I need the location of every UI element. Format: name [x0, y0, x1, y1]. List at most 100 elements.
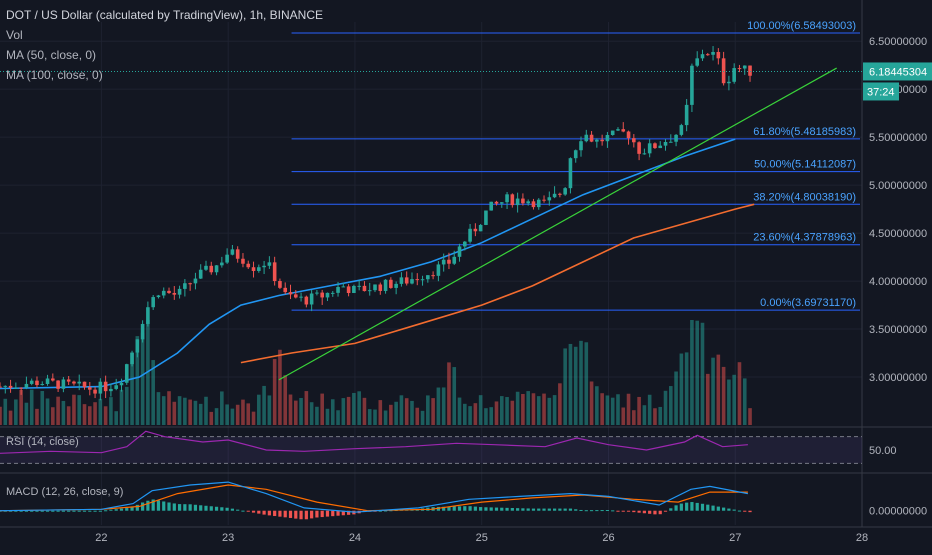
volume-bar: [82, 404, 87, 425]
volume-bar: [98, 398, 103, 425]
time-tick-label: 24: [349, 532, 361, 544]
macd-histogram-bar: [537, 508, 541, 511]
candle-body: [705, 54, 710, 56]
candle-body: [716, 51, 721, 59]
candle-body: [521, 198, 525, 204]
candle-body: [463, 241, 467, 247]
rsi-pane[interactable]: RSI (14, close) 50.00: [0, 430, 897, 464]
candle-body: [637, 142, 641, 154]
volume-bar: [103, 406, 108, 425]
candle-body: [616, 129, 620, 131]
macd-histogram-bar: [294, 510, 298, 519]
macd-histogram-bar: [626, 510, 631, 512]
volume-bar: [24, 402, 29, 425]
candle-body: [225, 254, 229, 263]
candle-body: [674, 134, 678, 142]
macd-histogram-bar: [98, 510, 102, 512]
macd-histogram-bar: [479, 507, 483, 511]
candle-body: [82, 381, 87, 388]
volume-bar: [214, 408, 219, 425]
volume-bar: [304, 391, 309, 425]
volume-bar: [690, 320, 694, 425]
macd-histogram-bar: [521, 508, 525, 511]
candle-body: [389, 279, 393, 288]
volume-bar: [716, 354, 721, 425]
volume-bar: [193, 400, 198, 425]
volume-bar: [663, 390, 668, 425]
volume-bar: [499, 396, 504, 425]
price-tick-label: 3.50000000: [869, 324, 927, 336]
candle-body: [336, 287, 340, 293]
candlesticks: [0, 46, 752, 401]
candle-body: [161, 290, 166, 296]
candle-body: [494, 201, 499, 204]
trendline[interactable]: [278, 67, 837, 381]
candle-body: [72, 381, 76, 384]
macd-histogram-bar: [674, 505, 678, 511]
volume-bar: [536, 396, 541, 425]
candle-body: [404, 277, 409, 284]
volume-bar: [362, 397, 367, 425]
macd-histogram-bar: [77, 510, 81, 512]
macd-histogram-bar: [156, 500, 161, 511]
candle-body: [600, 139, 604, 142]
macd-histogram-bar: [288, 510, 293, 518]
macd-histogram-bar: [320, 510, 324, 518]
fib-retracement[interactable]: 100.00%(6.58493003) 61.80%(5.48185983) 50.…: [291, 20, 860, 311]
macd-histogram-bar: [331, 510, 335, 517]
volume-bar: [616, 394, 620, 425]
volume-bar: [705, 373, 710, 425]
volume-bar: [357, 391, 361, 425]
macd-label: MACD (12, 26, close, 9): [6, 486, 123, 498]
candle-body: [278, 281, 282, 288]
volume-bar: [700, 322, 705, 425]
macd-pane[interactable]: MACD (12, 26, close, 9) 0.00000000: [0, 481, 927, 520]
macd-histogram-bar: [690, 502, 694, 511]
volume-bar: [426, 395, 430, 425]
volume-bar: [188, 399, 192, 425]
volume-bar: [547, 397, 552, 425]
volume-bar: [3, 398, 8, 425]
candle-body: [547, 197, 552, 201]
volume-bar: [515, 391, 520, 425]
volume-bar: [436, 387, 441, 425]
rsi-band-fill: [0, 436, 862, 464]
volume-bar: [278, 349, 282, 425]
volume-bar: [119, 389, 124, 425]
candle-body: [642, 153, 647, 155]
volume-bar: [378, 400, 383, 425]
candle-body: [119, 382, 124, 386]
candle-body: [721, 58, 726, 84]
candle-body: [489, 201, 494, 211]
macd-histogram-bar: [695, 502, 699, 511]
candle-body: [431, 275, 435, 277]
price-axis[interactable]: 6.500000006.000000005.500000005.00000000…: [863, 36, 932, 384]
macd-histogram-bar: [8, 510, 13, 512]
macd-histogram-bar: [35, 510, 39, 512]
candle-body: [51, 378, 55, 381]
volume-bar: [510, 400, 515, 425]
volume-bar: [198, 403, 203, 425]
macd-histogram-bar: [526, 508, 530, 511]
time-axis[interactable]: 22 23 24 25 26 27 28: [0, 526, 932, 544]
candle-body: [93, 389, 97, 394]
macd-histogram-bar: [505, 507, 509, 511]
candle-body: [188, 283, 192, 285]
volume-bar: [505, 397, 509, 425]
candle-body: [40, 384, 45, 386]
candle-body: [315, 292, 319, 294]
volume-bar: [484, 408, 488, 425]
candle-body: [399, 277, 404, 284]
volume-bar: [330, 399, 335, 425]
macd-histogram-bar: [595, 510, 599, 512]
candle-body: [130, 352, 134, 365]
candle-body: [457, 246, 462, 257]
macd-histogram-bar: [30, 510, 34, 512]
macd-histogram-bar: [637, 510, 641, 513]
candle-body: [325, 292, 330, 298]
volume-bar: [315, 406, 319, 425]
volume-bar: [204, 396, 208, 425]
macd-histogram-bar: [558, 508, 562, 511]
